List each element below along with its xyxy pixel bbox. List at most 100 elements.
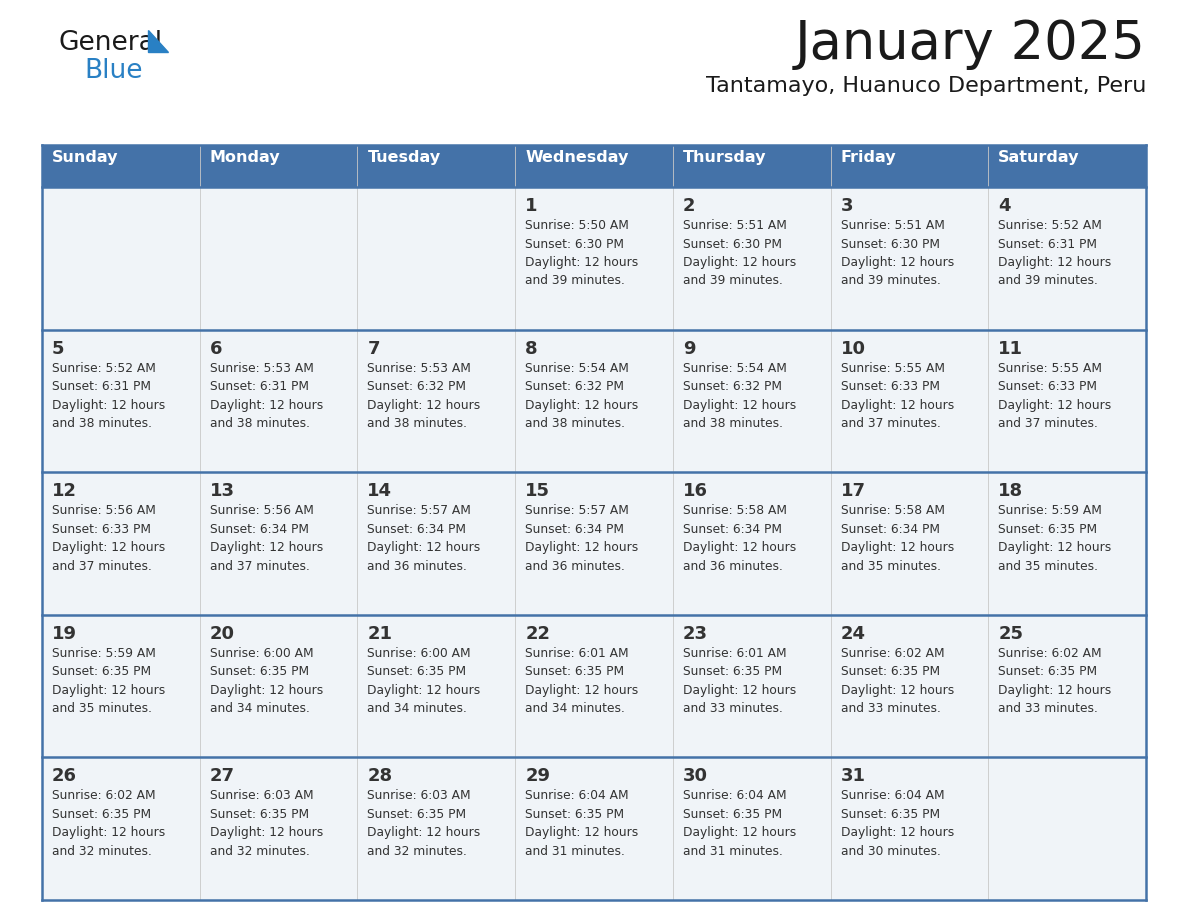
- Bar: [200, 187, 358, 330]
- Text: 19: 19: [52, 625, 77, 643]
- Text: Sunday: Sunday: [52, 150, 119, 165]
- Bar: [358, 187, 516, 330]
- Text: Sunrise: 6:04 AM
Sunset: 6:35 PM
Daylight: 12 hours
and 31 minutes.: Sunrise: 6:04 AM Sunset: 6:35 PM Dayligh…: [683, 789, 796, 858]
- Text: 8: 8: [525, 340, 538, 358]
- Text: 20: 20: [210, 625, 235, 643]
- Bar: [830, 145, 988, 187]
- Text: Sunrise: 5:58 AM
Sunset: 6:34 PM
Daylight: 12 hours
and 35 minutes.: Sunrise: 5:58 AM Sunset: 6:34 PM Dayligh…: [841, 504, 954, 573]
- Text: 9: 9: [683, 340, 695, 358]
- Bar: [988, 145, 1146, 187]
- Bar: [672, 145, 830, 187]
- Text: 27: 27: [210, 767, 235, 786]
- Text: 25: 25: [998, 625, 1023, 643]
- Bar: [42, 145, 200, 187]
- Text: 24: 24: [841, 625, 866, 643]
- Bar: [988, 330, 1146, 472]
- Bar: [516, 615, 672, 757]
- Bar: [672, 472, 830, 615]
- Text: 22: 22: [525, 625, 550, 643]
- Text: Sunrise: 6:02 AM
Sunset: 6:35 PM
Daylight: 12 hours
and 33 minutes.: Sunrise: 6:02 AM Sunset: 6:35 PM Dayligh…: [998, 647, 1112, 715]
- Text: Tuesday: Tuesday: [367, 150, 441, 165]
- Text: Sunrise: 6:04 AM
Sunset: 6:35 PM
Daylight: 12 hours
and 31 minutes.: Sunrise: 6:04 AM Sunset: 6:35 PM Dayligh…: [525, 789, 638, 858]
- Bar: [42, 615, 200, 757]
- Bar: [516, 472, 672, 615]
- Bar: [42, 187, 200, 330]
- Text: Sunrise: 6:01 AM
Sunset: 6:35 PM
Daylight: 12 hours
and 33 minutes.: Sunrise: 6:01 AM Sunset: 6:35 PM Dayligh…: [683, 647, 796, 715]
- Bar: [358, 145, 516, 187]
- Bar: [42, 472, 200, 615]
- Bar: [672, 330, 830, 472]
- Text: 23: 23: [683, 625, 708, 643]
- Text: Sunrise: 5:57 AM
Sunset: 6:34 PM
Daylight: 12 hours
and 36 minutes.: Sunrise: 5:57 AM Sunset: 6:34 PM Dayligh…: [525, 504, 638, 573]
- Bar: [42, 757, 200, 900]
- Text: Blue: Blue: [84, 58, 143, 84]
- Text: 11: 11: [998, 340, 1023, 358]
- Bar: [358, 330, 516, 472]
- Text: 2: 2: [683, 197, 695, 215]
- Bar: [672, 187, 830, 330]
- Bar: [516, 187, 672, 330]
- Bar: [672, 615, 830, 757]
- Bar: [830, 757, 988, 900]
- Bar: [516, 145, 672, 187]
- Polygon shape: [148, 30, 168, 52]
- Bar: [830, 330, 988, 472]
- Bar: [200, 145, 358, 187]
- Text: Sunrise: 5:58 AM
Sunset: 6:34 PM
Daylight: 12 hours
and 36 minutes.: Sunrise: 5:58 AM Sunset: 6:34 PM Dayligh…: [683, 504, 796, 573]
- Bar: [516, 330, 672, 472]
- Bar: [988, 615, 1146, 757]
- Bar: [988, 187, 1146, 330]
- Text: Sunrise: 6:02 AM
Sunset: 6:35 PM
Daylight: 12 hours
and 32 minutes.: Sunrise: 6:02 AM Sunset: 6:35 PM Dayligh…: [52, 789, 165, 858]
- Text: Sunrise: 5:59 AM
Sunset: 6:35 PM
Daylight: 12 hours
and 35 minutes.: Sunrise: 5:59 AM Sunset: 6:35 PM Dayligh…: [52, 647, 165, 715]
- Text: Sunrise: 6:01 AM
Sunset: 6:35 PM
Daylight: 12 hours
and 34 minutes.: Sunrise: 6:01 AM Sunset: 6:35 PM Dayligh…: [525, 647, 638, 715]
- Text: 7: 7: [367, 340, 380, 358]
- Text: Sunrise: 5:56 AM
Sunset: 6:34 PM
Daylight: 12 hours
and 37 minutes.: Sunrise: 5:56 AM Sunset: 6:34 PM Dayligh…: [210, 504, 323, 573]
- Text: 5: 5: [52, 340, 64, 358]
- Text: Sunrise: 5:59 AM
Sunset: 6:35 PM
Daylight: 12 hours
and 35 minutes.: Sunrise: 5:59 AM Sunset: 6:35 PM Dayligh…: [998, 504, 1112, 573]
- Text: 16: 16: [683, 482, 708, 500]
- Text: Sunrise: 6:03 AM
Sunset: 6:35 PM
Daylight: 12 hours
and 32 minutes.: Sunrise: 6:03 AM Sunset: 6:35 PM Dayligh…: [367, 789, 481, 858]
- Text: Sunrise: 5:55 AM
Sunset: 6:33 PM
Daylight: 12 hours
and 37 minutes.: Sunrise: 5:55 AM Sunset: 6:33 PM Dayligh…: [998, 362, 1112, 431]
- Text: 21: 21: [367, 625, 392, 643]
- Text: 10: 10: [841, 340, 866, 358]
- Text: Sunrise: 5:55 AM
Sunset: 6:33 PM
Daylight: 12 hours
and 37 minutes.: Sunrise: 5:55 AM Sunset: 6:33 PM Dayligh…: [841, 362, 954, 431]
- Text: Sunrise: 5:51 AM
Sunset: 6:30 PM
Daylight: 12 hours
and 39 minutes.: Sunrise: 5:51 AM Sunset: 6:30 PM Dayligh…: [841, 219, 954, 287]
- Text: 1: 1: [525, 197, 538, 215]
- Text: Sunrise: 5:54 AM
Sunset: 6:32 PM
Daylight: 12 hours
and 38 minutes.: Sunrise: 5:54 AM Sunset: 6:32 PM Dayligh…: [683, 362, 796, 431]
- Bar: [358, 615, 516, 757]
- Text: Sunrise: 5:50 AM
Sunset: 6:30 PM
Daylight: 12 hours
and 39 minutes.: Sunrise: 5:50 AM Sunset: 6:30 PM Dayligh…: [525, 219, 638, 287]
- Text: Sunrise: 5:51 AM
Sunset: 6:30 PM
Daylight: 12 hours
and 39 minutes.: Sunrise: 5:51 AM Sunset: 6:30 PM Dayligh…: [683, 219, 796, 287]
- Text: Saturday: Saturday: [998, 150, 1080, 165]
- Bar: [830, 187, 988, 330]
- Bar: [200, 472, 358, 615]
- Text: Sunrise: 5:54 AM
Sunset: 6:32 PM
Daylight: 12 hours
and 38 minutes.: Sunrise: 5:54 AM Sunset: 6:32 PM Dayligh…: [525, 362, 638, 431]
- Text: 30: 30: [683, 767, 708, 786]
- Text: Sunrise: 5:52 AM
Sunset: 6:31 PM
Daylight: 12 hours
and 39 minutes.: Sunrise: 5:52 AM Sunset: 6:31 PM Dayligh…: [998, 219, 1112, 287]
- Bar: [200, 330, 358, 472]
- Bar: [516, 757, 672, 900]
- Text: 29: 29: [525, 767, 550, 786]
- Text: Wednesday: Wednesday: [525, 150, 628, 165]
- Bar: [988, 472, 1146, 615]
- Text: 3: 3: [841, 197, 853, 215]
- Bar: [988, 757, 1146, 900]
- Text: January 2025: January 2025: [795, 18, 1146, 70]
- Text: 13: 13: [210, 482, 235, 500]
- Text: Sunrise: 5:53 AM
Sunset: 6:32 PM
Daylight: 12 hours
and 38 minutes.: Sunrise: 5:53 AM Sunset: 6:32 PM Dayligh…: [367, 362, 481, 431]
- Bar: [200, 757, 358, 900]
- Bar: [830, 472, 988, 615]
- Text: Thursday: Thursday: [683, 150, 766, 165]
- Bar: [200, 615, 358, 757]
- Text: Sunrise: 6:03 AM
Sunset: 6:35 PM
Daylight: 12 hours
and 32 minutes.: Sunrise: 6:03 AM Sunset: 6:35 PM Dayligh…: [210, 789, 323, 858]
- Text: 12: 12: [52, 482, 77, 500]
- Text: General: General: [58, 30, 162, 56]
- Text: Monday: Monday: [210, 150, 280, 165]
- Text: 31: 31: [841, 767, 866, 786]
- Text: Sunrise: 5:56 AM
Sunset: 6:33 PM
Daylight: 12 hours
and 37 minutes.: Sunrise: 5:56 AM Sunset: 6:33 PM Dayligh…: [52, 504, 165, 573]
- Text: Sunrise: 6:00 AM
Sunset: 6:35 PM
Daylight: 12 hours
and 34 minutes.: Sunrise: 6:00 AM Sunset: 6:35 PM Dayligh…: [367, 647, 481, 715]
- Text: Sunrise: 6:00 AM
Sunset: 6:35 PM
Daylight: 12 hours
and 34 minutes.: Sunrise: 6:00 AM Sunset: 6:35 PM Dayligh…: [210, 647, 323, 715]
- Text: 28: 28: [367, 767, 392, 786]
- Text: Sunrise: 6:02 AM
Sunset: 6:35 PM
Daylight: 12 hours
and 33 minutes.: Sunrise: 6:02 AM Sunset: 6:35 PM Dayligh…: [841, 647, 954, 715]
- Text: Sunrise: 5:53 AM
Sunset: 6:31 PM
Daylight: 12 hours
and 38 minutes.: Sunrise: 5:53 AM Sunset: 6:31 PM Dayligh…: [210, 362, 323, 431]
- Text: 18: 18: [998, 482, 1023, 500]
